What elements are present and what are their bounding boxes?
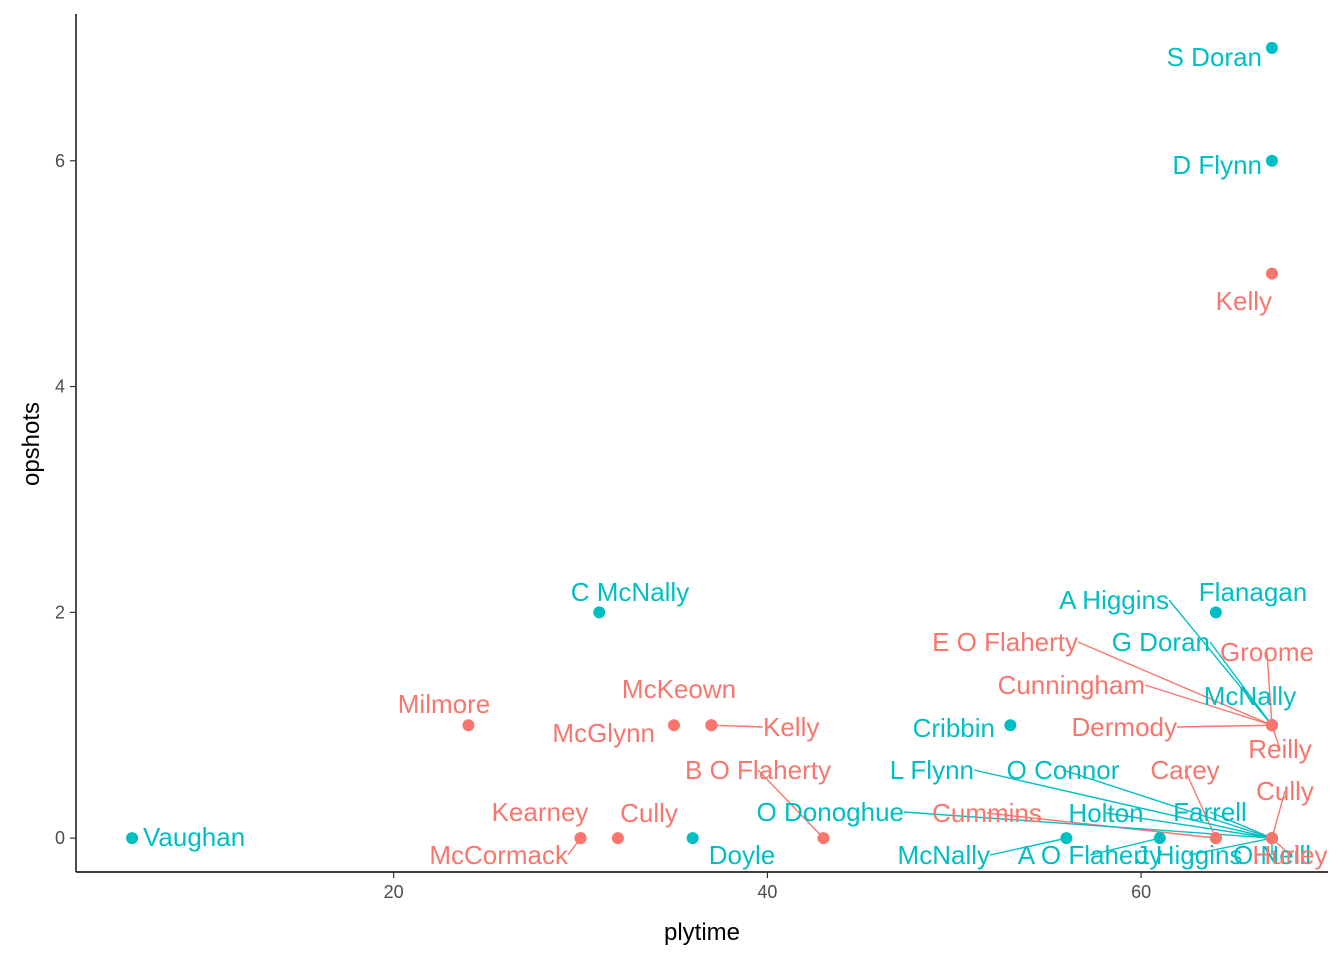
leader-line bbox=[1249, 695, 1273, 726]
leader-line bbox=[1062, 769, 1273, 839]
data-point bbox=[1209, 832, 1222, 845]
x-tick-label: 40 bbox=[757, 882, 777, 902]
point-labels: S Doran D Flynn Kelly C McNally Flanagan Milm… bbox=[143, 42, 1328, 870]
data-point bbox=[686, 832, 699, 845]
point-label: Farrell bbox=[1173, 797, 1247, 827]
point-label: O Connor bbox=[1007, 755, 1120, 785]
point-label: McGlynn bbox=[552, 718, 655, 748]
leader-line bbox=[1089, 837, 1160, 856]
leader-line bbox=[989, 837, 1067, 856]
data-point bbox=[1153, 832, 1166, 845]
data-point bbox=[611, 832, 624, 845]
point-label: McCormack bbox=[429, 840, 569, 870]
data-point bbox=[705, 719, 718, 732]
y-tick-label: 4 bbox=[55, 377, 65, 397]
leader-line bbox=[1144, 684, 1273, 726]
point-label: Vaughan bbox=[143, 822, 245, 852]
data-point bbox=[1265, 832, 1278, 845]
data-point bbox=[593, 606, 606, 619]
point-label: Cummins bbox=[932, 798, 1042, 828]
point-label: Cribbin bbox=[913, 713, 995, 743]
point-label: C McNally bbox=[571, 577, 689, 607]
point-label: McNally bbox=[1204, 681, 1296, 711]
point-label: J Higgins bbox=[1136, 840, 1243, 870]
data-point bbox=[817, 832, 830, 845]
point-label: Doyle bbox=[709, 840, 775, 870]
point-label: McNally bbox=[898, 840, 990, 870]
data-point bbox=[1209, 606, 1222, 619]
point-label: Cunningham bbox=[998, 670, 1145, 700]
point-label: L Flynn bbox=[890, 755, 974, 785]
label-leader-lines bbox=[567, 599, 1291, 856]
leader-line bbox=[757, 769, 824, 839]
point-label: McKeown bbox=[622, 674, 736, 704]
leader-line bbox=[1168, 599, 1273, 726]
y-tick-label: 2 bbox=[55, 602, 65, 622]
y-tick-label: 6 bbox=[55, 151, 65, 171]
point-label: O Donoghue bbox=[757, 797, 904, 827]
point-label: Kelly bbox=[1216, 286, 1272, 316]
leader-line bbox=[973, 769, 1273, 839]
point-label: Flanagan bbox=[1199, 577, 1307, 607]
data-point bbox=[1265, 154, 1278, 167]
leader-line bbox=[1209, 811, 1273, 839]
data-point bbox=[574, 832, 587, 845]
point-label: Cully bbox=[1256, 776, 1314, 806]
x-axis-title: plytime bbox=[664, 919, 740, 946]
point-label: O Neill bbox=[1233, 840, 1311, 870]
axes: 20 40 60 0 2 4 6 bbox=[55, 14, 1328, 902]
point-label: D Flynn bbox=[1172, 150, 1262, 180]
data-point bbox=[667, 719, 680, 732]
data-point bbox=[1265, 41, 1278, 54]
point-label: G Doran bbox=[1112, 627, 1210, 657]
data-point bbox=[1004, 719, 1017, 732]
leader-line bbox=[1188, 837, 1273, 856]
y-tick-label: 0 bbox=[55, 828, 65, 848]
point-label: Kearney bbox=[492, 797, 589, 827]
point-label: A Higgins bbox=[1059, 585, 1169, 615]
x-tick-label: 20 bbox=[384, 882, 404, 902]
data-point bbox=[1060, 832, 1073, 845]
data-point bbox=[1265, 267, 1278, 280]
point-label: Cully bbox=[620, 798, 678, 828]
point-label: A O Flaherty bbox=[1018, 840, 1163, 870]
data-point bbox=[126, 832, 139, 845]
point-label: Groome bbox=[1220, 637, 1314, 667]
leader-line bbox=[1105, 812, 1273, 839]
point-label: E O Flaherty bbox=[932, 627, 1078, 657]
data-point bbox=[462, 719, 475, 732]
point-label: B O Flaherty bbox=[685, 755, 831, 785]
y-axis-title: opshots bbox=[18, 402, 45, 486]
leader-line bbox=[1266, 651, 1273, 726]
x-tick-label: 60 bbox=[1131, 882, 1151, 902]
point-label: Holton bbox=[1068, 798, 1143, 828]
point-label: Reilly bbox=[1248, 734, 1312, 764]
data-point bbox=[1265, 719, 1278, 732]
point-label: Hurley bbox=[1252, 840, 1327, 870]
leader-line bbox=[1271, 790, 1286, 839]
leader-line bbox=[903, 811, 1272, 839]
point-label: Carey bbox=[1150, 755, 1219, 785]
point-label: Milmore bbox=[398, 689, 490, 719]
leader-line bbox=[1184, 769, 1217, 839]
point-label: Kelly bbox=[763, 712, 819, 742]
leader-line bbox=[711, 724, 764, 728]
leader-line bbox=[1176, 724, 1272, 728]
data-points bbox=[126, 41, 1278, 845]
point-label: S Doran bbox=[1167, 42, 1262, 72]
point-label: Dermody bbox=[1072, 712, 1177, 742]
leader-line bbox=[1077, 641, 1273, 726]
